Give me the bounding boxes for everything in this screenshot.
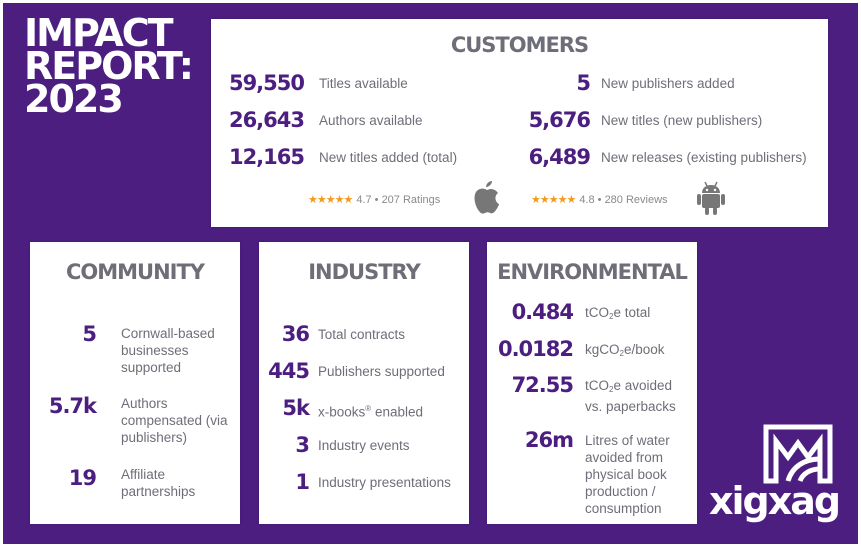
infographic-background: IMPACT REPORT: 2023 CUSTOMERS 59,550 Tit…: [3, 3, 858, 544]
stat-value: 26,643: [228, 108, 305, 132]
stat-label: New titles (new publishers): [601, 113, 763, 128]
customers-card: CUSTOMERS 59,550 Titles available 26,643…: [211, 19, 828, 227]
subscript: 2: [609, 312, 614, 321]
stat-label: New publishers added: [601, 76, 735, 91]
stat-value: 36: [281, 322, 310, 346]
apple-rating-text: 4.7 • 207 Ratings: [356, 193, 441, 206]
environmental-card: ENVIRONMENTAL 0.484 tCO2e total 0.0182 k…: [487, 242, 697, 524]
stat-label: Affiliate partnerships: [121, 467, 196, 499]
apple-rating: ★★★★★ 4.7 • 207 Ratings: [308, 193, 441, 207]
registered-mark: ®: [365, 404, 372, 413]
community-heading: COMMUNITY: [65, 260, 205, 284]
subscript: 2: [609, 385, 614, 394]
star-rating-icon: ★★★★★: [531, 194, 576, 206]
xigxag-logo-icon: [763, 424, 833, 484]
subscript: 2: [619, 349, 624, 358]
stat-label: Industry events: [318, 438, 410, 453]
apple-icon: [474, 181, 499, 214]
enabled-text: enabled: [371, 404, 423, 420]
stat-label: Publishers supported: [318, 364, 445, 379]
stat-value: 19: [68, 466, 97, 490]
stat-label: New titles added (total): [319, 150, 458, 165]
stat-value: 26m: [524, 428, 574, 452]
stat-label: tCO2e total: [585, 304, 693, 325]
stat-value: 445: [268, 359, 310, 383]
stat-label: kgCO2e/book: [585, 341, 693, 362]
stat-value: 0.484: [511, 300, 574, 324]
title-line-2: REPORT:: [24, 44, 194, 88]
unit-text: e avoided vs. paperbacks: [585, 378, 676, 414]
stat-label: x-books® enabled: [318, 400, 423, 421]
stat-value: 0.0182: [497, 337, 574, 361]
unit-text: kgCO: [585, 342, 620, 357]
report-title: IMPACT REPORT: 2023: [24, 11, 194, 121]
stat-value: 5: [82, 322, 97, 346]
stat-value: 6,489: [528, 145, 591, 169]
stat-label: Cornwall-based businesses supported: [121, 326, 215, 375]
unit-text: e total: [613, 305, 651, 320]
stat-label: tCO2e avoided vs. paperbacks: [585, 377, 693, 415]
stat-label: Authors available: [319, 113, 423, 128]
environmental-heading: ENVIRONMENTAL: [497, 260, 688, 284]
stat-label: Total contracts: [318, 327, 406, 342]
title-line-3: 2023: [24, 77, 124, 121]
android-rating: ★★★★★ 4.8 • 280 Reviews: [531, 193, 668, 207]
stat-value: 12,165: [228, 145, 305, 169]
stat-label: Litres of water avoided from physical bo…: [585, 433, 670, 516]
stat-value: 72.55: [511, 373, 574, 397]
customers-heading: CUSTOMERS: [450, 33, 589, 57]
stat-label: Authors compensated (via publishers): [121, 396, 228, 445]
stat-label: New releases (existing publishers): [601, 150, 807, 165]
android-rating-text: 4.8 • 280 Reviews: [579, 193, 668, 206]
xigxag-wordmark: xigxag: [709, 479, 841, 523]
stat-value: 3: [295, 433, 310, 457]
industry-card: INDUSTRY 36 Total contracts 445 Publishe…: [259, 242, 469, 524]
stat-label: Industry presentations: [318, 475, 451, 490]
stat-value: 59,550: [228, 71, 305, 95]
stat-value: 5: [576, 71, 591, 95]
star-rating-icon: ★★★★★: [308, 194, 353, 206]
x-books-text: x-books: [318, 404, 366, 420]
stat-value: 5,676: [528, 108, 591, 132]
community-card: COMMUNITY 5 Cornwall-based businesses su…: [30, 242, 240, 524]
stat-value: 5k: [282, 396, 310, 420]
stat-label: Titles available: [319, 76, 408, 91]
industry-heading: INDUSTRY: [308, 260, 421, 284]
stat-value: 1: [295, 470, 310, 494]
stat-value: 5.7k: [48, 394, 97, 418]
unit-text: e/book: [623, 342, 665, 357]
title-line-1: IMPACT: [24, 11, 174, 55]
unit-text: tCO: [585, 378, 610, 393]
android-icon: [697, 181, 725, 215]
unit-text: tCO: [585, 305, 610, 320]
